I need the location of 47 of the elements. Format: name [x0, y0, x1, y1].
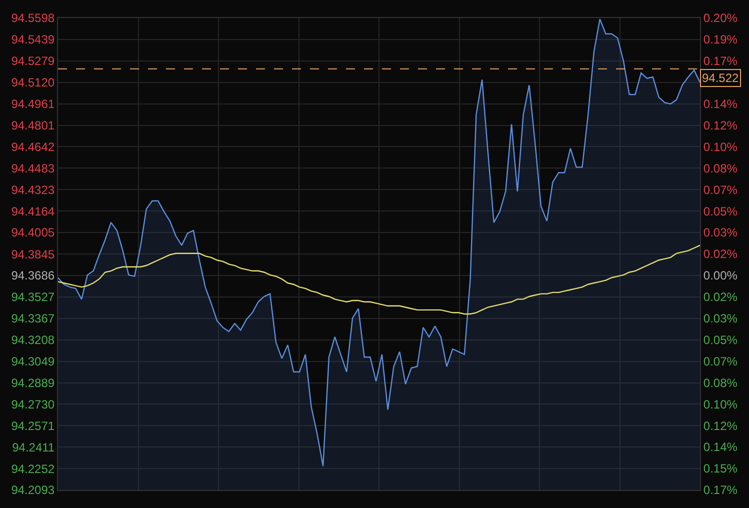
y-tick-label: 94.3686 — [11, 268, 55, 283]
y2-tick-label: 0.12% — [703, 418, 738, 433]
y-tick-label: 94.4801 — [11, 118, 55, 133]
y-tick-label: 94.2889 — [11, 376, 55, 390]
y2-tick-label: 0.03% — [703, 226, 738, 240]
y-tick-label: 94.3049 — [11, 354, 55, 368]
y2-tick-label: 0.03% — [703, 312, 738, 326]
y2-tick-label: 0.05% — [703, 204, 738, 218]
ref-line-label: 94.522 — [702, 71, 740, 85]
y2-tick-label: 0.14% — [703, 440, 738, 454]
y-tick-label: 94.4005 — [11, 226, 55, 240]
y-tick-label: 94.2252 — [11, 462, 55, 476]
y-tick-label: 94.2571 — [11, 418, 55, 433]
y2-tick-label: 0.19% — [703, 32, 738, 47]
y-tick-label: 94.3208 — [11, 333, 55, 348]
y-tick-label: 94.5598 — [11, 11, 55, 26]
y-tick-label: 94.3367 — [11, 312, 55, 326]
y2-tick-label: 0.17% — [703, 483, 738, 498]
y-tick-label: 94.4164 — [11, 204, 55, 218]
y-tick-label: 94.5279 — [11, 54, 55, 68]
y-tick-label: 94.4961 — [11, 96, 55, 111]
y-tick-label: 94.2093 — [11, 483, 55, 498]
y2-tick-label: 0.17% — [703, 54, 738, 68]
y2-tick-label: 0.12% — [703, 118, 738, 132]
y-tick-label: 94.3845 — [11, 247, 55, 262]
line-series — [58, 244, 700, 315]
y-tick-label: 94.2730 — [11, 397, 55, 412]
y-tick-label: 94.5439 — [11, 32, 55, 47]
y-tick-label: 94.5120 — [11, 76, 55, 90]
y-tick-label: 94.2411 — [12, 440, 55, 454]
y2-tick-label: 0.08% — [703, 376, 738, 390]
y2-tick-label: 0.15% — [703, 462, 738, 476]
y2-tick-label: 0.10% — [703, 140, 738, 154]
y-tick-label: 94.4642 — [11, 140, 55, 154]
y2-tick-label: 0.20% — [703, 11, 738, 26]
y-tick-label: 94.4323 — [11, 182, 55, 197]
y2-tick-label: 0.07% — [703, 182, 738, 197]
y2-tick-label: 0.07% — [703, 354, 738, 368]
y2-tick-label: 0.00% — [703, 268, 738, 283]
y2-tick-label: 0.02% — [703, 290, 738, 304]
y2-tick-label: 0.10% — [703, 397, 738, 412]
y-tick-label: 94.3527 — [11, 290, 55, 304]
y2-tick-label: 0.05% — [703, 332, 738, 347]
y2-tick-label: 0.02% — [703, 247, 738, 262]
y2-tick-label: 0.08% — [703, 161, 738, 176]
y-tick-label: 94.4483 — [11, 161, 55, 176]
y2-tick-label: 0.14% — [703, 97, 738, 112]
